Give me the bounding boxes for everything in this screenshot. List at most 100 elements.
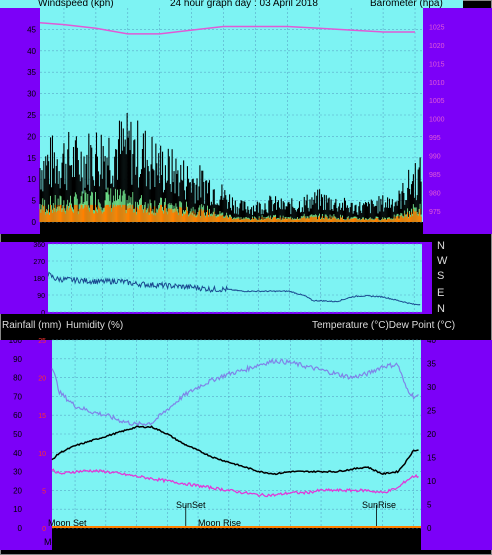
humidity-tick-label-5: 50: [13, 430, 22, 439]
baro-tick-label-7: 1010: [429, 80, 445, 87]
temp-tick-label-8: 40: [427, 336, 436, 345]
wind-x-tick-9: 05: [346, 231, 356, 241]
temp-x-tick-2: 15: [132, 538, 142, 548]
windspeed-axis-title: Windspeed (kph): [38, 0, 114, 9]
baro-tick-label-0: 975: [429, 209, 441, 216]
wind-x-tick-4: 19: [187, 231, 197, 241]
wind-tick-label-0: 0: [32, 218, 37, 227]
barometer-axis-title: Barometer (hpa): [370, 0, 443, 9]
top-far-right-strip: [462, 8, 492, 234]
humidity-axis-title: Humidity (%): [66, 320, 124, 331]
header-band: [0, 0, 463, 8]
humidity-line: [51, 357, 419, 428]
wind-x-tick-1: 13: [91, 231, 101, 241]
temp-tick-label-7: 35: [427, 360, 436, 369]
baro-tick-label-8: 1015: [429, 61, 445, 68]
temp-x-tick-5: 21: [224, 538, 234, 548]
graph-title: 24 hour graph day : 03 April 2018: [170, 0, 318, 9]
rain-tick-label-1: 5: [42, 488, 46, 495]
temp-x-tick-7: 01: [285, 538, 295, 548]
baro-tick-label-6: 1005: [429, 98, 445, 105]
moonset-bottom-label: Moon Set: [44, 537, 83, 547]
temp-x-tick-1: 13: [101, 538, 111, 548]
dir-tick-label-3: 270: [33, 259, 45, 266]
temp-tick-label-6: 30: [427, 383, 436, 392]
baro-tick-label-9: 1020: [429, 43, 445, 50]
direction-label-s: S: [437, 270, 445, 282]
rain-tick-label-5: 25: [38, 338, 46, 345]
rain-tick-label-4: 20: [38, 376, 46, 383]
humidity-tick-label-10: 100: [9, 336, 23, 345]
wind-x-tick-6: 23: [250, 231, 260, 241]
rain-tick-label-2: 10: [38, 451, 46, 458]
dir-tick-label-1: 90: [37, 293, 45, 300]
humidity-tick-label-8: 80: [13, 374, 22, 383]
wind-x-tick-3: 17: [155, 231, 165, 241]
temp-x-tick-3: 17: [162, 538, 172, 548]
wind-tick-label-5: 25: [27, 111, 36, 120]
wind-x-tick-5: 21: [219, 231, 229, 241]
humidity-tick-label-7: 70: [13, 392, 22, 401]
moonrise-annotation: Moon Rise: [198, 518, 242, 528]
wind-x-tick-8: 03: [314, 231, 324, 241]
wind-tick-label-7: 35: [27, 68, 36, 77]
humidity-tick-label-4: 40: [13, 449, 22, 458]
direction-label-n-bottom: N: [437, 303, 445, 315]
wind-tick-label-3: 15: [27, 154, 36, 163]
humidity-tick-label-3: 30: [13, 468, 22, 477]
direction-label-e: E: [437, 287, 445, 299]
wind-tick-label-9: 45: [27, 25, 36, 34]
temperature-line: [51, 425, 419, 476]
sunrise-annotation: SunRise: [362, 500, 397, 510]
temp-x-tick-8: 03: [316, 538, 326, 548]
sunset-annotation: SunSet: [176, 500, 206, 510]
top-left-axis-strip: [0, 8, 40, 234]
temperature-axis-title: Temperature (°C)Dew Point (°C): [312, 320, 456, 331]
wind-x-tick-11: 09: [410, 231, 420, 241]
wind-tick-label-4: 20: [27, 132, 36, 141]
wind-tick-label-2: 10: [27, 175, 36, 184]
baro-tick-label-2: 985: [429, 172, 441, 179]
moonset-annotation: Moon Set: [48, 518, 87, 528]
temp-x-tick-4: 19: [193, 538, 203, 548]
wind-tick-label-6: 30: [27, 90, 36, 99]
humidity-tick-label-6: 60: [13, 411, 22, 420]
top-right-axis-strip: [423, 8, 463, 234]
wind-direction-line: [47, 271, 421, 306]
bottom-left-axis-strip: [0, 340, 52, 550]
wind-tick-label-8: 40: [27, 47, 36, 56]
direction-panel: [48, 244, 422, 312]
temp-tick-label-3: 15: [427, 454, 436, 463]
humidity-tick-label-2: 20: [13, 486, 22, 495]
rain-tick-label-0: 0: [42, 526, 46, 533]
baro-tick-label-1: 980: [429, 190, 441, 197]
temp-tick-label-4: 20: [427, 430, 436, 439]
temp-tick-label-0: 0: [427, 524, 432, 533]
humidity-tick-label-9: 90: [13, 355, 22, 364]
baro-tick-label-10: 1025: [429, 24, 445, 31]
temp-tick-label-1: 5: [427, 501, 432, 510]
temp-x-tick-0: 11: [70, 538, 79, 548]
baro-tick-label-4: 995: [429, 135, 441, 142]
baro-tick-label-3: 990: [429, 154, 441, 161]
temp-x-tick-6: 23: [255, 538, 265, 548]
wind-x-tick-7: 01: [282, 231, 292, 241]
rain-tick-label-3: 15: [38, 413, 46, 420]
temp-tick-label-2: 10: [427, 477, 436, 486]
dir-tick-label-2: 180: [33, 276, 45, 283]
wind-x-tick-2: 15: [123, 231, 133, 241]
rainfall-axis-title: Rainfall (mm): [2, 320, 62, 331]
wind-x-tick-10: 07: [378, 231, 388, 241]
temp-x-tick-10: 07: [378, 538, 388, 548]
direction-label-n-top: N: [437, 240, 445, 252]
barometer-line: [39, 22, 416, 35]
direction-label-w: W: [437, 255, 448, 267]
dir-tick-label-4: 360: [33, 242, 45, 249]
temp-x-tick-11: 09: [408, 538, 418, 548]
dewpoint-line: [51, 468, 419, 498]
wind-x-tick-0: 11: [59, 231, 68, 241]
wind-tick-label-1: 5: [32, 197, 37, 206]
humidity-tick-label-1: 10: [13, 505, 22, 514]
temp-x-tick-9: 05: [347, 538, 357, 548]
